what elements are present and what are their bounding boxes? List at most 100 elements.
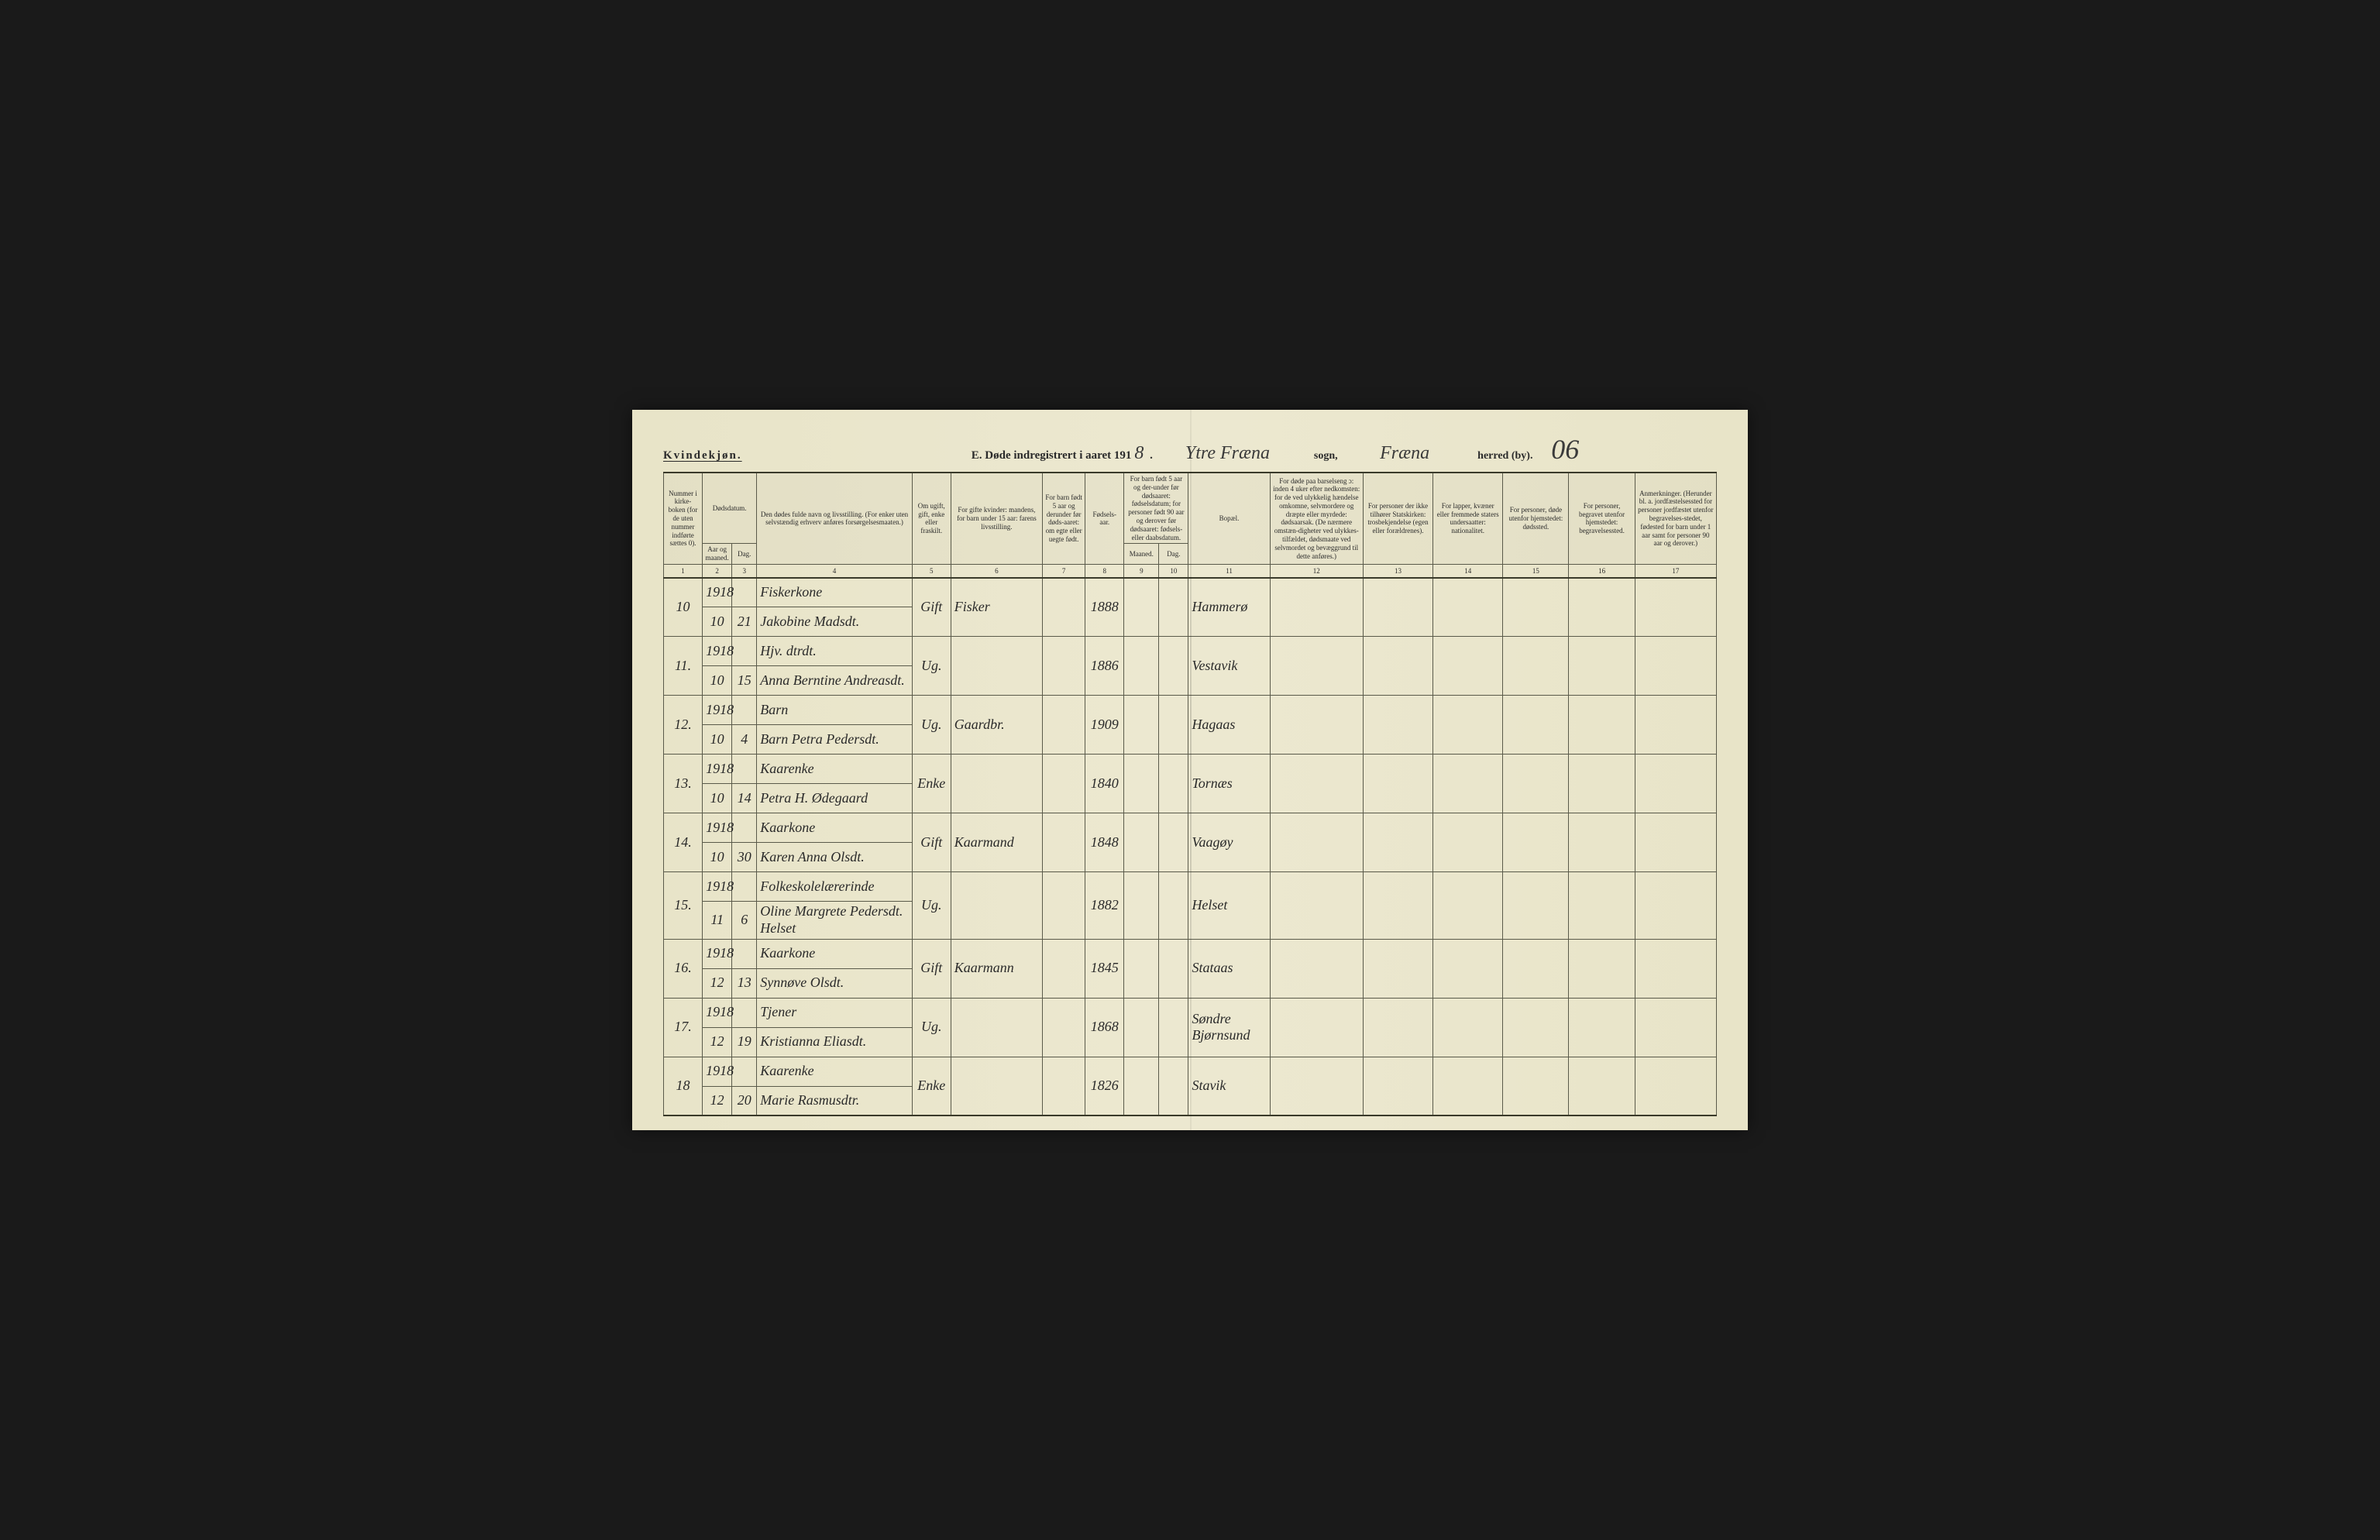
marital-status: Ug. [912,696,951,755]
colnum: 2 [703,564,732,578]
empty-cell [1569,872,1635,939]
birth-year: 1826 [1085,1057,1124,1115]
death-year: 1918 [703,1057,732,1086]
title-section: E. Døde indregistrert i aaret 1918 . Ytr… [834,433,1717,466]
col-subheader: Dag. [732,544,757,565]
birth-year: 1840 [1085,755,1124,813]
empty-cell [1503,998,1569,1057]
occupation: Fiskerkone [757,578,912,607]
deceased-name: Anna Berntine Andreasdt. [757,666,912,696]
empty-cell [732,1057,757,1086]
colnum: 8 [1085,564,1124,578]
death-year: 1918 [703,637,732,666]
empty-cell [1569,998,1635,1057]
marital-status: Enke [912,1057,951,1115]
marital-status: Gift [912,939,951,998]
empty-cell [1124,578,1159,637]
empty-cell [1503,696,1569,755]
table-row: 15.1918FolkeskolelærerindeUg.1882Helset [664,872,1717,902]
col-header: For personer, døde utenfor hjemstedet: d… [1503,473,1569,564]
table-row: 11.1918Hjv. dtrdt.Ug.1886Vestavik [664,637,1717,666]
empty-cell [1270,578,1363,637]
occupation: Folkeskolelærerinde [757,872,912,902]
empty-cell [1503,939,1569,998]
spouse-occupation: Kaarmann [951,939,1042,998]
deceased-name: Barn Petra Pedersdt. [757,725,912,755]
empty-cell [1363,578,1432,637]
colnum: 9 [1124,564,1159,578]
empty-cell [1043,998,1085,1057]
death-day: 20 [732,1086,757,1115]
death-day: 4 [732,725,757,755]
death-month: 10 [703,725,732,755]
page-number: 06 [1551,434,1579,465]
empty-cell [1363,872,1432,939]
empty-cell [1270,872,1363,939]
death-day: 19 [732,1027,757,1057]
marital-status: Gift [912,813,951,872]
empty-cell [1569,1057,1635,1115]
col-header: Den dødes fulde navn og livsstilling. (F… [757,473,912,564]
col-header: For barn født 5 aar og derunder før døds… [1043,473,1085,564]
title-dot: . [1147,449,1153,462]
entry-number: 17. [664,998,703,1057]
title-prefix: E. Døde indregistrert i aaret 191 [972,449,1132,462]
empty-cell [1635,1057,1716,1115]
deceased-name: Synnøve Olsdt. [757,968,912,998]
colnum: 3 [732,564,757,578]
col-header: Fødsels-aar. [1085,473,1124,564]
death-month: 12 [703,1027,732,1057]
empty-cell [1363,637,1432,696]
empty-cell [1635,696,1716,755]
empty-cell [1124,939,1159,998]
col-subheader: Aar og maaned. [703,544,732,565]
entry-number: 15. [664,872,703,939]
residence: Søndre Bjørnsund [1188,998,1270,1057]
entry-number: 14. [664,813,703,872]
herred-label: herred (by). [1477,450,1532,462]
colnum: 5 [912,564,951,578]
spouse-occupation [951,1057,1042,1115]
empty-cell [732,998,757,1027]
empty-cell [1569,578,1635,637]
empty-cell [1503,637,1569,696]
year-suffix: 8 [1134,443,1144,464]
empty-cell [1433,755,1503,813]
empty-cell [1433,998,1503,1057]
empty-cell [1043,696,1085,755]
empty-cell [1635,998,1716,1057]
death-month: 12 [703,1086,732,1115]
empty-cell [1270,696,1363,755]
empty-cell [1159,813,1188,872]
marital-status: Enke [912,755,951,813]
entry-number: 18 [664,1057,703,1115]
empty-cell [1124,872,1159,939]
empty-cell [1270,813,1363,872]
colnum: 16 [1569,564,1635,578]
table-row: 13.1918KaarenkeEnke1840Tornæs [664,755,1717,784]
empty-cell [1043,939,1085,998]
empty-cell [732,939,757,968]
empty-cell [1043,755,1085,813]
table-header: Nummer i kirke-boken (for de uten nummer… [664,473,1717,578]
empty-cell [1433,578,1503,637]
colnum: 15 [1503,564,1569,578]
sogn-label: sogn, [1314,450,1338,462]
empty-cell [1635,578,1716,637]
empty-cell [1124,637,1159,696]
death-day: 30 [732,843,757,872]
table-row: 14.1918KaarkoneGiftKaarmand1848Vaagøy [664,813,1717,843]
death-year: 1918 [703,939,732,968]
birth-year: 1909 [1085,696,1124,755]
empty-cell [1363,813,1432,872]
col-header: For gifte kvinder: mandens, for barn und… [951,473,1042,564]
birth-year: 1882 [1085,872,1124,939]
empty-cell [1433,637,1503,696]
empty-cell [1363,696,1432,755]
deceased-name: Oline Margrete Pedersdt. Helset [757,902,912,939]
occupation: Kaarenke [757,1057,912,1086]
residence: Helset [1188,872,1270,939]
death-year: 1918 [703,813,732,843]
marital-status: Ug. [912,998,951,1057]
col-header: Anmerkninger. (Herunder bl. a. jordfæste… [1635,473,1716,564]
